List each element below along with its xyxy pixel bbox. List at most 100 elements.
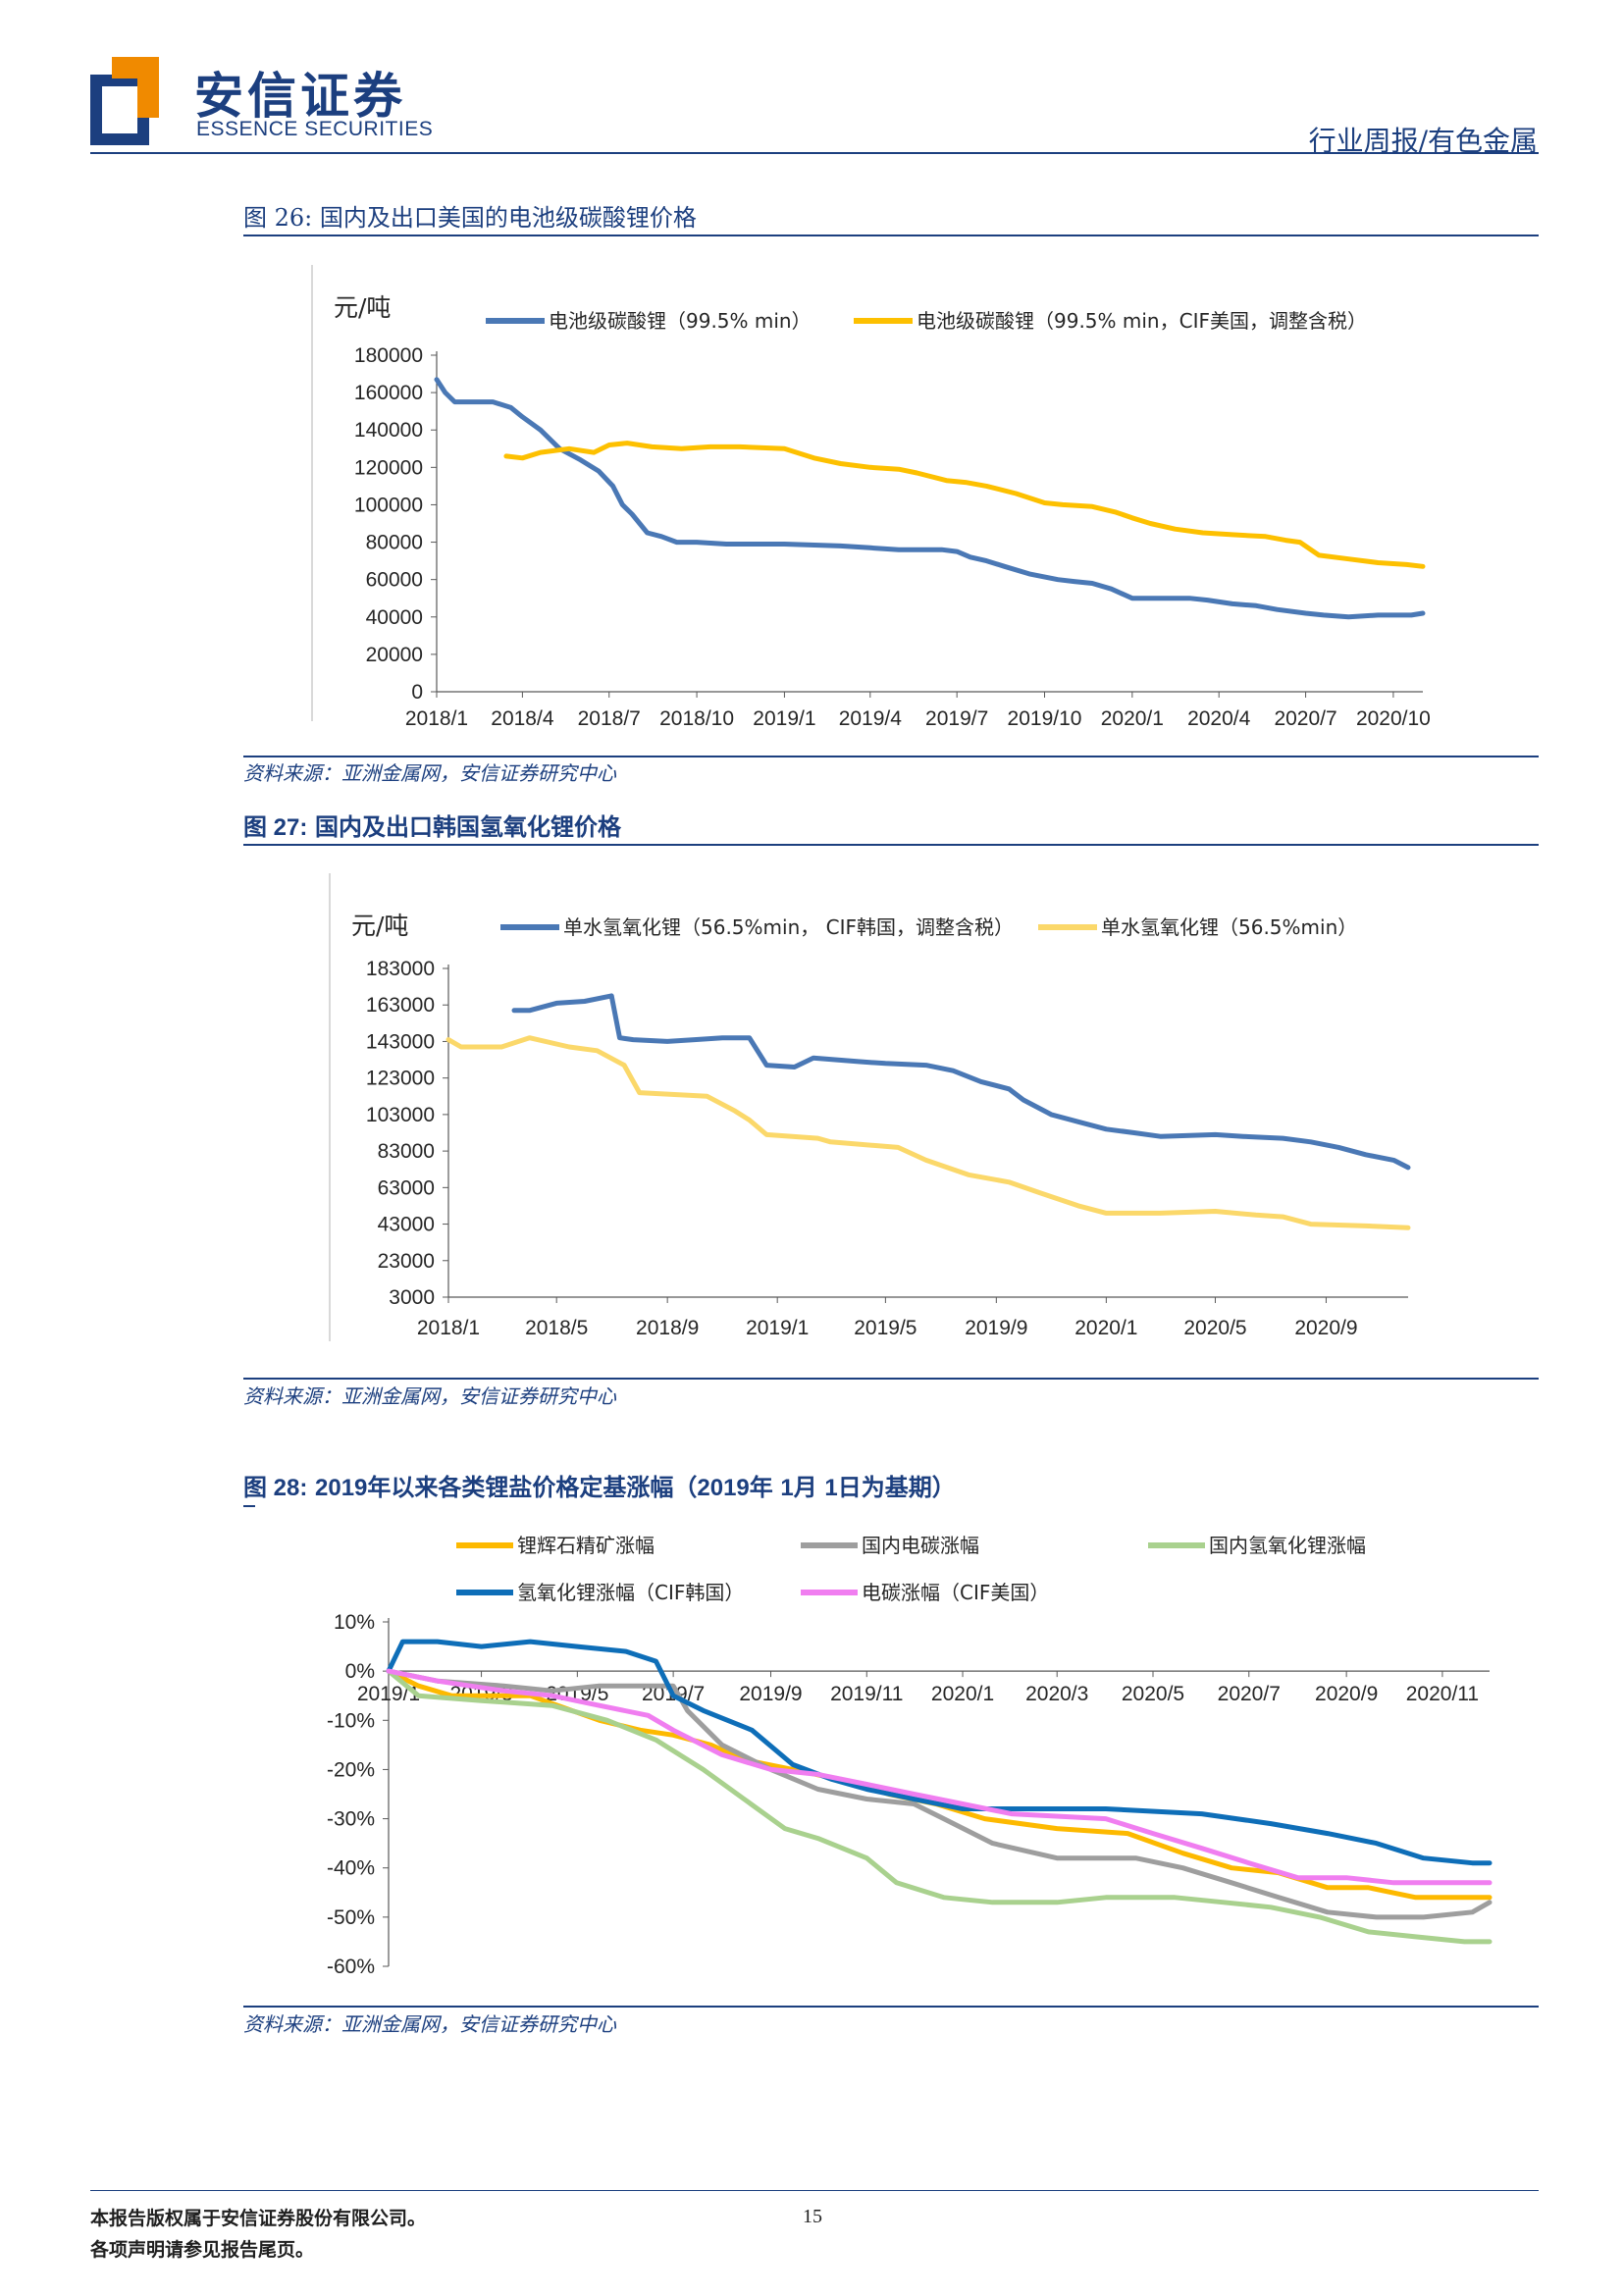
- x-tick-label: 2019/5: [854, 1317, 917, 1339]
- x-tick-label: 2020/11: [1406, 1683, 1479, 1705]
- y-tick-label: 140000: [354, 419, 423, 442]
- x-tick-label: 2019/1: [357, 1683, 420, 1705]
- figure-28-base-year: 2019: [697, 1475, 750, 1501]
- y-tick-label: -10%: [327, 1709, 375, 1732]
- y-tick-label: 123000: [366, 1068, 435, 1090]
- x-tick-label: 2020/7: [1274, 707, 1336, 730]
- y-tick-label: 103000: [366, 1104, 435, 1126]
- x-tick-label: 2020/9: [1315, 1683, 1378, 1705]
- report-type: 行业周报/有色金属: [1308, 125, 1538, 157]
- legend-label-3: 国内氢氧化锂涨幅: [1209, 1534, 1366, 1557]
- x-tick-label: 2018/9: [636, 1317, 699, 1339]
- logo-company-name-en: ESSENCE SECURITIES: [196, 118, 434, 140]
- series-line-1: [511, 993, 1411, 1171]
- x-tick-label: 2018/10: [659, 707, 734, 730]
- x-tick-label: 2019/11: [830, 1683, 903, 1705]
- figure-28-source: 资料来源：亚洲金属网，安信证券研究中心: [243, 2012, 616, 2036]
- x-tick-label: 2019/1: [746, 1317, 809, 1339]
- x-tick-label: 2019/9: [739, 1683, 802, 1705]
- x-tick-label: 2020/10: [1356, 707, 1431, 730]
- company-logo-icon: [90, 57, 159, 145]
- figure-28-month: 1: [780, 1475, 794, 1501]
- y-tick-label: 0: [411, 681, 423, 704]
- figure-28-rule: [243, 1505, 255, 1507]
- figure-28-bottom-rule: [243, 2006, 1539, 2008]
- y-tick-label: -50%: [327, 1906, 375, 1929]
- y-tick-label: 63000: [378, 1176, 435, 1199]
- legend-label-2: 电池级碳酸锂（99.5% min，CIF美国，调整含税）: [917, 309, 1367, 333]
- footer-copyright: 本报告版权属于安信证券股份有限公司。: [90, 2208, 427, 2229]
- x-tick-label: 2018/7: [578, 707, 641, 730]
- figure-27-prefix: 图 27:: [243, 814, 308, 841]
- y-tick-label: 40000: [366, 606, 423, 629]
- y-unit-label: 元/吨: [334, 293, 391, 322]
- figure-26-source: 资料来源：亚洲金属网，安信证券研究中心: [243, 761, 616, 785]
- chart-26: 元/吨 180000 160000 140000 120000 100000 80000 60…: [311, 265, 1431, 730]
- y-tick-label: 60000: [366, 569, 423, 592]
- y-tick-label: -20%: [327, 1758, 375, 1781]
- figure-26-text: 国内及出口美国的电池级碳酸锂价格: [319, 204, 697, 232]
- series-line-3: [386, 1668, 1493, 1945]
- series-line-1: [434, 377, 1426, 620]
- legend-label-1: 单水氢氧化锂（56.5%min， CIF韩国，调整含税）: [563, 915, 1014, 939]
- y-tick-label: 120000: [354, 456, 423, 479]
- x-tick-label: 2020/1: [1074, 1317, 1137, 1339]
- series-line-5: [386, 1668, 1493, 1886]
- figure-26-title: 图 26: 国内及出口美国的电池级碳酸锂价格: [243, 198, 697, 233]
- y-tick-label: 3000: [389, 1286, 435, 1309]
- figure-28-tail: 日为基期）: [837, 1475, 956, 1501]
- x-tick-label: 2018/1: [417, 1317, 480, 1339]
- y-tick-label: 100000: [354, 494, 423, 516]
- figure-27-source: 资料来源：亚洲金属网，安信证券研究中心: [243, 1384, 616, 1408]
- x-tick-label: 2019/9: [965, 1317, 1027, 1339]
- series-line-4: [386, 1639, 1493, 1866]
- x-tick-label: 2020/9: [1294, 1317, 1357, 1339]
- y-tick-label: 143000: [366, 1030, 435, 1053]
- x-tick-label: 2020/1: [931, 1683, 994, 1705]
- legend-label-4: 氢氧化锂涨幅（CIF韩国）: [517, 1581, 744, 1604]
- x-tick-label: 2020/7: [1218, 1683, 1281, 1705]
- figure-28-prefix: 图 28:: [243, 1475, 308, 1501]
- figure-27-text: 国内及出口韩国氢氧化锂价格: [315, 814, 621, 841]
- x-tick-label: 2018/4: [491, 707, 554, 730]
- page-number: 15: [803, 2206, 822, 2227]
- x-tick-label: 2020/1: [1101, 707, 1164, 730]
- figure-28-year: 2019: [315, 1475, 368, 1501]
- legend-label-2: 单水氢氧化锂（56.5%min）: [1101, 915, 1357, 939]
- y-tick-label: 0%: [345, 1660, 375, 1683]
- figure-26-rule: [243, 235, 1539, 236]
- legend-label-1: 锂辉石精矿涨幅: [517, 1534, 655, 1557]
- x-tick-label: 2020/5: [1122, 1683, 1184, 1705]
- y-tick-label: 180000: [354, 344, 423, 367]
- figure-27-bottom-rule: [243, 1378, 1539, 1380]
- y-unit-label: 元/吨: [351, 912, 408, 940]
- figure-27-title: 图 27: 国内及出口韩国氢氧化锂价格: [243, 808, 621, 842]
- chart-27: 元/吨 183000 163000 143000 123000 103000 83000 63…: [329, 873, 1411, 1341]
- legend-label-5: 电碳涨幅（CIF美国）: [862, 1581, 1049, 1604]
- chart-28: 10% 0% -10% -20% -30% -40% -50% -60% 2019/1 2019/…: [327, 1534, 1493, 1977]
- series-line-2: [445, 1035, 1411, 1230]
- x-tick-label: 2020/4: [1187, 707, 1251, 730]
- y-tick-label: -60%: [327, 1956, 375, 1977]
- x-tick-label: 2019/7: [925, 707, 988, 730]
- x-tick-label: 2018/1: [405, 707, 468, 730]
- x-tick-label: 2019/1: [753, 707, 815, 730]
- series-line-2: [503, 441, 1426, 569]
- series-line-2: [386, 1668, 1493, 1920]
- y-tick-label: 80000: [366, 532, 423, 554]
- figure-28-text: 年以来各类锂盐价格定基涨幅（: [367, 1475, 698, 1501]
- x-tick-label: 2019/4: [839, 707, 903, 730]
- footer-divider: [90, 2190, 1539, 2191]
- x-tick-label: 2019/10: [1008, 707, 1082, 730]
- figure-27-rule: [243, 844, 1539, 846]
- logo-company-name: 安信证券: [194, 68, 406, 125]
- footer-disclaimer: 各项声明请参见报告尾页。: [90, 2239, 315, 2261]
- legend-label-1: 电池级碳酸锂（99.5% min）: [549, 309, 812, 333]
- y-tick-label: 83000: [378, 1140, 435, 1163]
- y-tick-label: 10%: [334, 1611, 375, 1634]
- y-tick-label: 163000: [366, 994, 435, 1017]
- figure-26-bottom-rule: [243, 756, 1539, 757]
- figure-28-month-char: 月: [793, 1475, 817, 1501]
- figure-26-prefix: 图 26:: [243, 204, 313, 232]
- y-tick-label: 20000: [366, 644, 423, 666]
